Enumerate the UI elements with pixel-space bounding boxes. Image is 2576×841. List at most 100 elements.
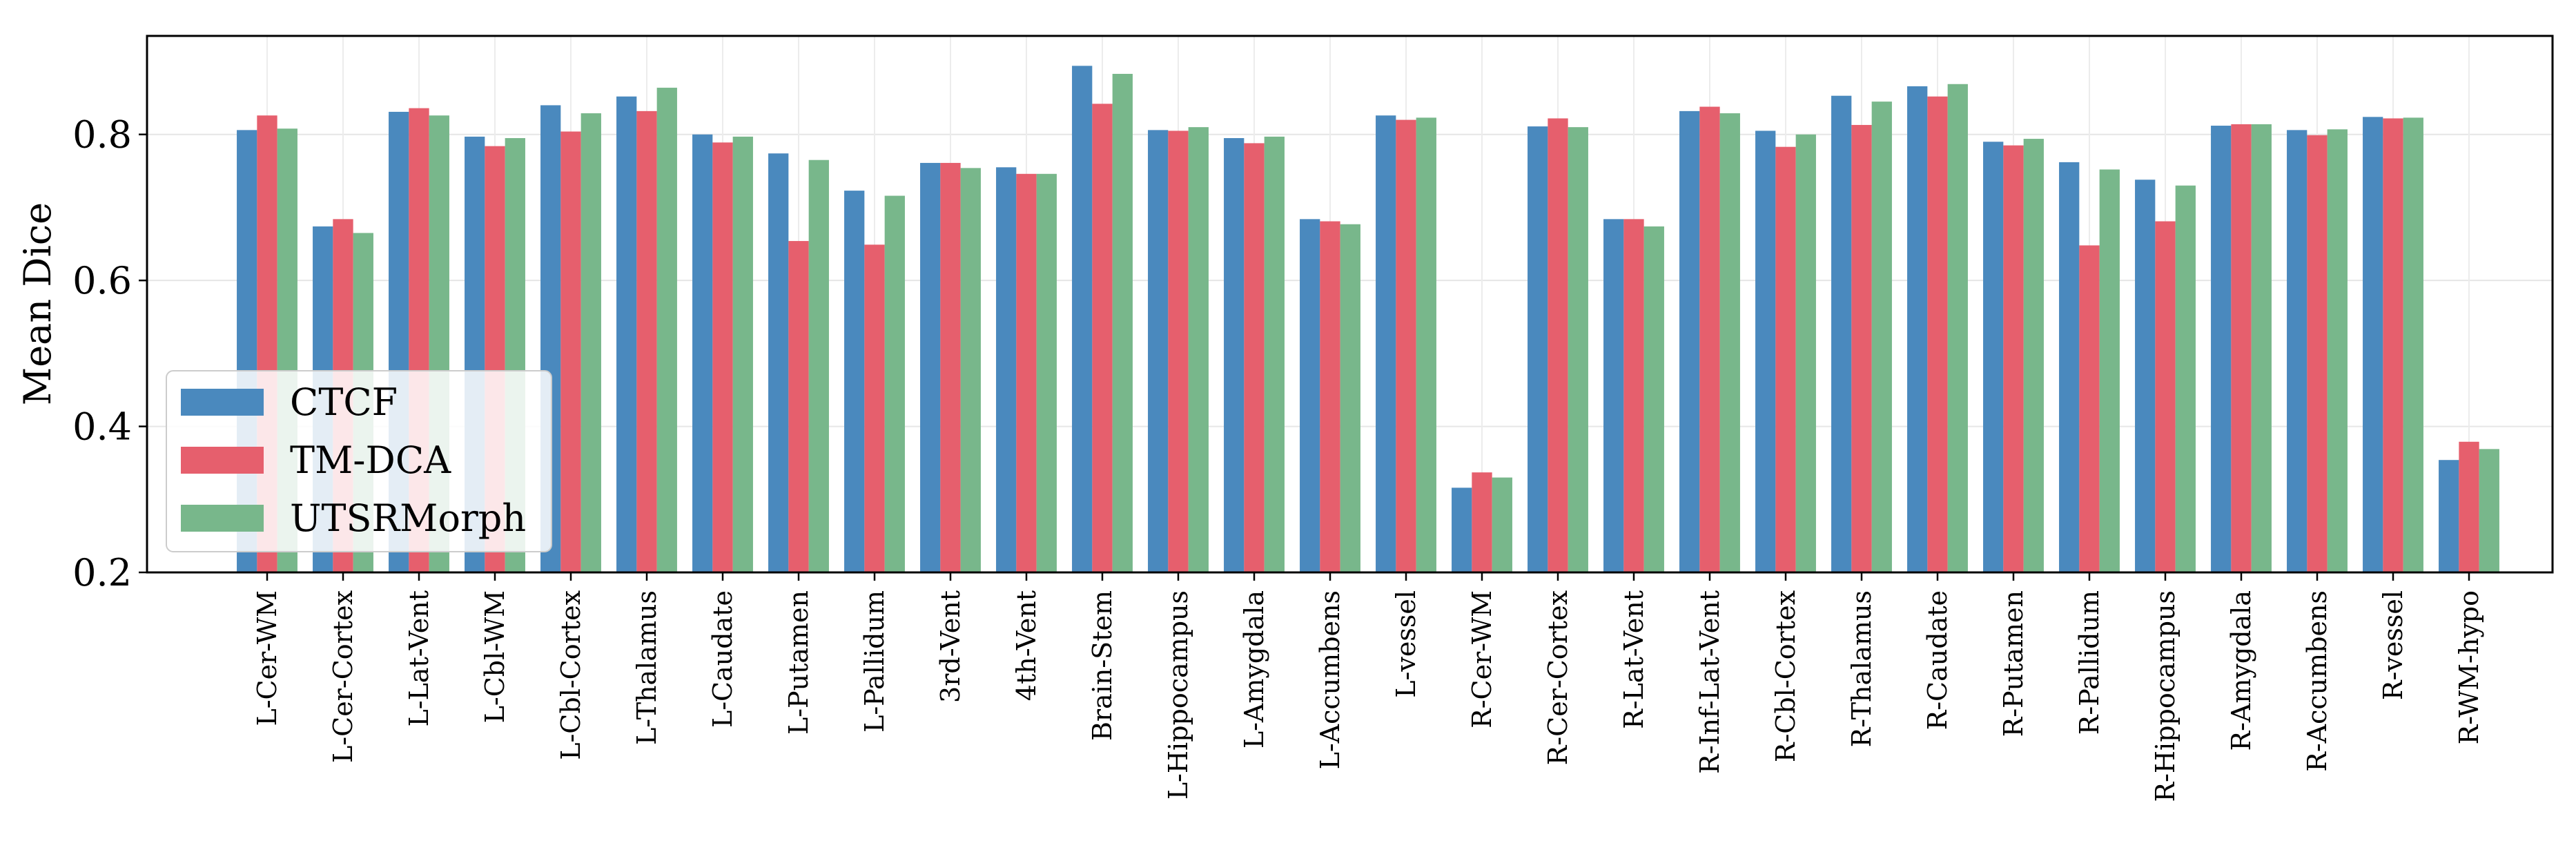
bar-ctcf-r-cbl-cortex bbox=[1755, 130, 1776, 572]
x-tick-label: R-Putamen bbox=[1998, 590, 2029, 737]
bar-utsrmorph-l-caudate bbox=[732, 136, 753, 572]
bar-utsrmorph-r-inf-lat-vent bbox=[1719, 113, 1740, 573]
bar-tm-dca-r-amygdala bbox=[2231, 124, 2252, 572]
x-tick-label: L-Cer-WM bbox=[252, 590, 282, 726]
bar-ctcf-l-thalamus bbox=[616, 96, 637, 572]
y-axis-label: Mean Dice bbox=[16, 202, 59, 405]
y-tick-label: 0.8 bbox=[72, 113, 132, 157]
bar-ctcf-r-thalamus bbox=[1831, 95, 1852, 572]
bar-ctcf-l-caudate bbox=[692, 134, 713, 572]
bar-utsrmorph-l-hippocampus bbox=[1188, 127, 1209, 573]
x-tick-label: R-Hippocampus bbox=[2150, 590, 2180, 802]
x-tick-label: R-Thalamus bbox=[1846, 590, 1877, 747]
y-tick-label: 0.6 bbox=[72, 259, 132, 302]
x-axis: L-Cer-WM L-Cer-Cortex L-Lat-Vent L-Cbl-WM L-… bbox=[252, 572, 2484, 802]
bar-tm-dca-r-cer-wm bbox=[1472, 472, 1492, 572]
bar-ctcf-r-hippocampus bbox=[2135, 180, 2156, 572]
bar-ctcf-r-amygdala bbox=[2211, 126, 2232, 572]
bar-tm-dca-l-accumbens bbox=[1320, 221, 1340, 572]
x-tick-label: L-Cbl-Cortex bbox=[556, 590, 586, 760]
x-tick-label: L-Cer-Cortex bbox=[328, 590, 358, 763]
x-tick-label: R-Caudate bbox=[1922, 590, 1953, 730]
bar-utsrmorph-3rd-vent bbox=[960, 168, 981, 573]
legend-swatch-utsrmorph bbox=[181, 505, 264, 532]
x-tick-label: L-Putamen bbox=[783, 590, 814, 735]
bar-utsrmorph-brain-stem bbox=[1112, 73, 1133, 572]
bar-tm-dca-brain-stem bbox=[1092, 104, 1113, 573]
y-tick-label: 0.4 bbox=[72, 405, 132, 449]
x-tick-label: R-Amygdala bbox=[2226, 590, 2256, 751]
x-tick-label: R-Pallidum bbox=[2074, 590, 2105, 735]
bar-tm-dca-r-vessel bbox=[2383, 118, 2403, 572]
x-tick-label: L-Cbl-WM bbox=[480, 590, 510, 723]
legend-label-ctcf: CTCF bbox=[290, 380, 398, 424]
bar-ctcf-r-caudate bbox=[1907, 86, 1928, 572]
bar-tm-dca-l-hippocampus bbox=[1168, 130, 1189, 572]
legend-label-tm-dca: TM-DCA bbox=[290, 438, 451, 482]
bar-tm-dca-r-putamen bbox=[2003, 145, 2024, 573]
bar-ctcf-l-vessel bbox=[1376, 115, 1396, 572]
bar-tm-dca-l-pallidum bbox=[864, 244, 885, 572]
bar-tm-dca-r-inf-lat-vent bbox=[1699, 106, 1720, 573]
x-tick-label: R-WM-hypo bbox=[2454, 590, 2484, 744]
bar-ctcf-r-cer-cortex bbox=[1528, 126, 1548, 573]
bar-ctcf-r-cer-wm bbox=[1452, 487, 1472, 572]
bar-ctcf-r-putamen bbox=[1983, 142, 2004, 573]
x-tick-label: Brain-Stem bbox=[1087, 590, 1118, 741]
bar-ctcf-4th-vent bbox=[996, 167, 1017, 573]
bar-tm-dca-r-pallidum bbox=[2079, 245, 2100, 572]
x-tick-label: L-Lat-Vent bbox=[404, 590, 434, 727]
bar-tm-dca-l-caudate bbox=[712, 142, 733, 573]
bar-ctcf-r-pallidum bbox=[2059, 162, 2080, 572]
bar-utsrmorph-l-pallidum bbox=[884, 195, 905, 572]
bar-utsrmorph-r-cbl-cortex bbox=[1795, 134, 1816, 572]
x-tick-label: R-Inf-Lat-Vent bbox=[1695, 590, 1725, 774]
x-tick-label: L-Hippocampus bbox=[1163, 590, 1193, 800]
y-tick-label: 0.2 bbox=[72, 551, 132, 594]
y-axis: 0.2 0.4 0.6 0.8 bbox=[72, 113, 147, 594]
legend-swatch-ctcf bbox=[181, 389, 264, 416]
bar-tm-dca-l-putamen bbox=[788, 241, 809, 572]
bar-utsrmorph-r-pallidum bbox=[2099, 169, 2120, 572]
x-tick-label: R-Cer-Cortex bbox=[1543, 590, 1573, 765]
bar-utsrmorph-r-cer-wm bbox=[1492, 477, 1512, 572]
plot-frame bbox=[146, 35, 2554, 574]
bar-utsrmorph-l-accumbens bbox=[1340, 224, 1360, 572]
x-tick-label: R-vessel bbox=[2378, 590, 2408, 700]
bar-ctcf-brain-stem bbox=[1072, 66, 1093, 573]
bar-ctcf-l-pallidum bbox=[844, 191, 865, 573]
bar-ctcf-r-wm-hypo bbox=[2439, 460, 2459, 572]
bar-tm-dca-l-amygdala bbox=[1244, 143, 1265, 572]
x-tick-label: L-vessel bbox=[1391, 590, 1421, 698]
bar-utsrmorph-l-putamen bbox=[808, 160, 829, 572]
bar-tm-dca-l-vessel bbox=[1396, 119, 1416, 573]
bar-ctcf-3rd-vent bbox=[920, 162, 941, 572]
x-tick-label: R-Accumbens bbox=[2302, 590, 2332, 772]
bar-tm-dca-r-cbl-cortex bbox=[1775, 146, 1796, 572]
bar-ctcf-r-inf-lat-vent bbox=[1679, 110, 1700, 572]
bar-tm-dca-r-thalamus bbox=[1851, 124, 1872, 572]
bar-ctcf-l-amygdala bbox=[1224, 138, 1245, 572]
bar-utsrmorph-l-cbl-cortex bbox=[580, 113, 601, 573]
bar-tm-dca-r-caudate bbox=[1927, 96, 1948, 572]
bar-ctcf-l-accumbens bbox=[1300, 219, 1320, 572]
bar-tm-dca-r-wm-hypo bbox=[2459, 441, 2479, 572]
x-tick-label: R-Cbl-Cortex bbox=[1770, 590, 1801, 762]
x-tick-label: 4th-Vent bbox=[1011, 590, 1042, 701]
bar-ctcf-r-accumbens bbox=[2287, 130, 2307, 572]
bar-ctcf-r-vessel bbox=[2363, 117, 2383, 573]
x-tick-label: R-Cer-WM bbox=[1467, 590, 1497, 728]
legend: CTCF TM-DCA UTSRMorph bbox=[166, 370, 552, 552]
bar-utsrmorph-l-vessel bbox=[1416, 117, 1436, 572]
x-tick-label: L-Caudate bbox=[708, 590, 738, 728]
bar-tm-dca-l-cbl-cortex bbox=[560, 131, 581, 572]
bar-utsrmorph-4th-vent bbox=[1036, 173, 1057, 573]
bar-utsrmorph-r-putamen bbox=[2023, 139, 2044, 573]
bar-utsrmorph-l-amygdala bbox=[1264, 136, 1285, 572]
bar-tm-dca-4th-vent bbox=[1016, 173, 1037, 573]
bar-tm-dca-r-accumbens bbox=[2307, 135, 2328, 572]
bar-ctcf-l-putamen bbox=[768, 153, 789, 572]
bar-utsrmorph-r-wm-hypo bbox=[2479, 449, 2499, 572]
bar-tm-dca-3rd-vent bbox=[940, 162, 961, 572]
